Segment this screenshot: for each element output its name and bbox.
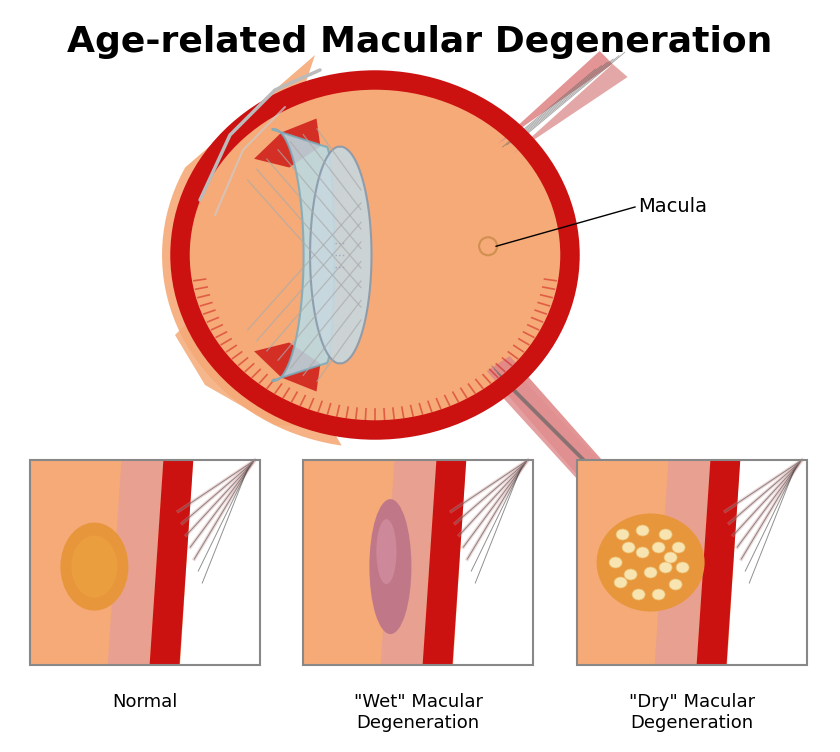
Ellipse shape — [614, 577, 627, 588]
Polygon shape — [271, 129, 334, 381]
Polygon shape — [180, 460, 260, 665]
Ellipse shape — [596, 514, 705, 611]
Ellipse shape — [370, 499, 412, 634]
Ellipse shape — [622, 542, 635, 553]
Ellipse shape — [644, 567, 657, 578]
Polygon shape — [108, 460, 164, 665]
Polygon shape — [175, 315, 495, 430]
Text: Macula: Macula — [638, 198, 707, 217]
Polygon shape — [486, 356, 612, 486]
Ellipse shape — [609, 557, 622, 568]
Ellipse shape — [636, 525, 649, 536]
Ellipse shape — [616, 529, 629, 540]
Polygon shape — [310, 147, 371, 363]
Ellipse shape — [180, 80, 570, 430]
Ellipse shape — [659, 529, 672, 540]
Text: "Dry" Macular
Degeneration: "Dry" Macular Degeneration — [629, 693, 755, 732]
Ellipse shape — [669, 579, 682, 590]
Polygon shape — [423, 460, 466, 665]
Ellipse shape — [652, 542, 665, 553]
Ellipse shape — [659, 562, 672, 573]
Polygon shape — [381, 460, 437, 665]
Ellipse shape — [633, 589, 645, 600]
Polygon shape — [453, 460, 533, 665]
Ellipse shape — [71, 535, 118, 598]
Polygon shape — [512, 64, 627, 154]
Polygon shape — [696, 460, 740, 665]
Polygon shape — [497, 51, 612, 144]
Text: Normal: Normal — [113, 693, 178, 711]
Text: "Wet" Macular
Degeneration: "Wet" Macular Degeneration — [354, 693, 482, 732]
Ellipse shape — [652, 589, 665, 600]
Polygon shape — [303, 460, 533, 665]
Polygon shape — [496, 376, 627, 506]
Polygon shape — [150, 460, 193, 665]
Polygon shape — [654, 460, 711, 665]
Polygon shape — [577, 460, 807, 665]
Ellipse shape — [676, 562, 689, 573]
Ellipse shape — [60, 523, 129, 611]
Polygon shape — [162, 55, 342, 446]
Polygon shape — [255, 342, 320, 392]
Polygon shape — [727, 460, 807, 665]
Ellipse shape — [624, 569, 637, 580]
Ellipse shape — [672, 542, 685, 553]
Text: Age-related Macular Degeneration: Age-related Macular Degeneration — [67, 25, 773, 59]
Ellipse shape — [636, 547, 649, 558]
Ellipse shape — [664, 552, 677, 563]
Polygon shape — [30, 460, 260, 665]
Polygon shape — [255, 119, 320, 168]
Ellipse shape — [376, 519, 396, 584]
